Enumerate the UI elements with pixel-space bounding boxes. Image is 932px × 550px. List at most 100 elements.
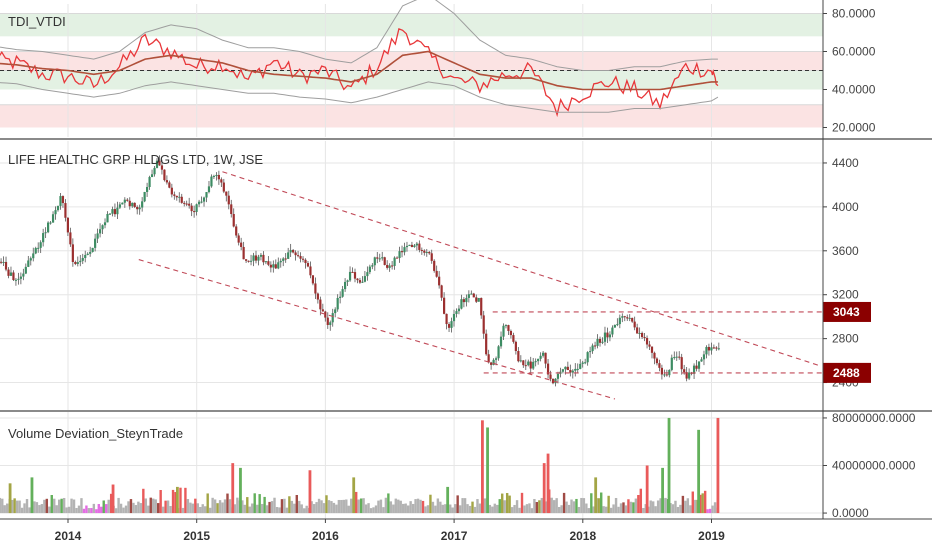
volume-bar (251, 503, 254, 514)
candle-body (91, 247, 94, 252)
volume-bar (228, 499, 232, 514)
tdi-series-lines (0, 0, 823, 118)
volume-bar (181, 507, 185, 514)
candle-body (423, 250, 426, 253)
volume-bar (156, 503, 160, 514)
volume-bar (20, 507, 24, 514)
candle-body (373, 257, 376, 266)
candle-body (507, 325, 510, 331)
volume-bar (456, 495, 459, 514)
volume-bar (263, 496, 266, 514)
volume-bar (369, 508, 373, 514)
candle-body (351, 271, 354, 273)
volume-bar (476, 499, 479, 514)
candle-body (425, 251, 428, 253)
volume-spike-bar (645, 465, 649, 514)
candle-body (249, 260, 253, 262)
candle-body (487, 354, 490, 363)
volume-bar (290, 500, 294, 514)
volume-bar (597, 498, 600, 514)
candle-body (403, 247, 406, 253)
candle-body (210, 176, 213, 187)
candle-body (86, 253, 89, 255)
volume-bar (590, 493, 593, 514)
volume-bar (382, 507, 385, 514)
volume-bar (109, 493, 113, 514)
candle-body (589, 351, 592, 353)
candle-body (74, 261, 77, 264)
volume-spike-bar (716, 417, 720, 514)
candle-body (148, 177, 151, 188)
volume-bar (419, 499, 422, 514)
volume-bar (436, 498, 440, 514)
volume-bar (132, 502, 135, 514)
volume-bar (72, 499, 76, 514)
volume-bar (552, 500, 556, 514)
volume-bar (13, 498, 16, 514)
volume-bar (236, 497, 239, 514)
candle-body (326, 317, 329, 325)
candle-body (116, 207, 119, 215)
x-tick-label: 2017 (441, 529, 468, 543)
candle-body (371, 265, 374, 267)
candle-body (146, 187, 149, 192)
candle-body (193, 211, 196, 213)
candle-body (400, 251, 404, 253)
volume-bar (191, 503, 195, 514)
volume-bar (397, 499, 400, 514)
volume-bar (248, 506, 251, 514)
candle-body (596, 338, 599, 346)
tdi-panel-title: TDI_VTDI (8, 14, 66, 29)
volume-bar (283, 498, 286, 514)
volume-bar (6, 503, 9, 514)
candle-body (490, 362, 493, 365)
volume-bar (473, 506, 477, 514)
volume-bar (681, 495, 685, 514)
candle-body (89, 251, 92, 254)
candle-body (524, 365, 527, 367)
volume-bar (510, 507, 514, 514)
volume-panel-title: Volume Deviation_SteynTrade (8, 426, 183, 441)
candle-body (514, 341, 517, 352)
candle-body (12, 272, 15, 281)
volume-bar (357, 499, 360, 514)
candle-body (170, 187, 173, 195)
volume-bar (169, 505, 172, 514)
candle-body (267, 261, 270, 265)
volume-bar (560, 505, 563, 514)
candle-body (153, 167, 156, 175)
volume-bar (337, 499, 341, 514)
volume-bar (201, 504, 204, 514)
time-x-axis: 2014 2015 2016 2017 2018 2019 (55, 519, 725, 543)
volume-bar (134, 505, 138, 514)
volume-bar (416, 498, 420, 514)
volume-bar (350, 498, 353, 514)
candle-body (111, 209, 114, 214)
volume-bar (530, 508, 534, 514)
volume-bar (45, 498, 49, 514)
volume-bar (97, 504, 100, 514)
candle-body (497, 346, 500, 359)
candle-body (84, 254, 87, 258)
channel-upper-line (222, 171, 822, 367)
volume-bar (496, 504, 499, 514)
volume-bar (441, 504, 445, 514)
volume-bar (580, 497, 583, 514)
volume-bar (463, 498, 467, 514)
tdi-tick-label: 60.0000 (832, 45, 876, 59)
candle-body (680, 357, 683, 370)
volume-bar (310, 501, 313, 514)
candle-body (51, 214, 55, 223)
candle-body (504, 325, 508, 327)
candle-body (542, 352, 545, 356)
volume-bar (637, 495, 640, 514)
candle-body (710, 347, 713, 351)
volume-bar (315, 502, 318, 514)
volume-bar (213, 499, 217, 514)
candle-body (9, 272, 13, 276)
candle-body (7, 269, 10, 276)
volume-bar (701, 493, 704, 514)
candle-body (551, 378, 555, 384)
candle-body (71, 244, 74, 262)
candle-body (603, 332, 607, 342)
